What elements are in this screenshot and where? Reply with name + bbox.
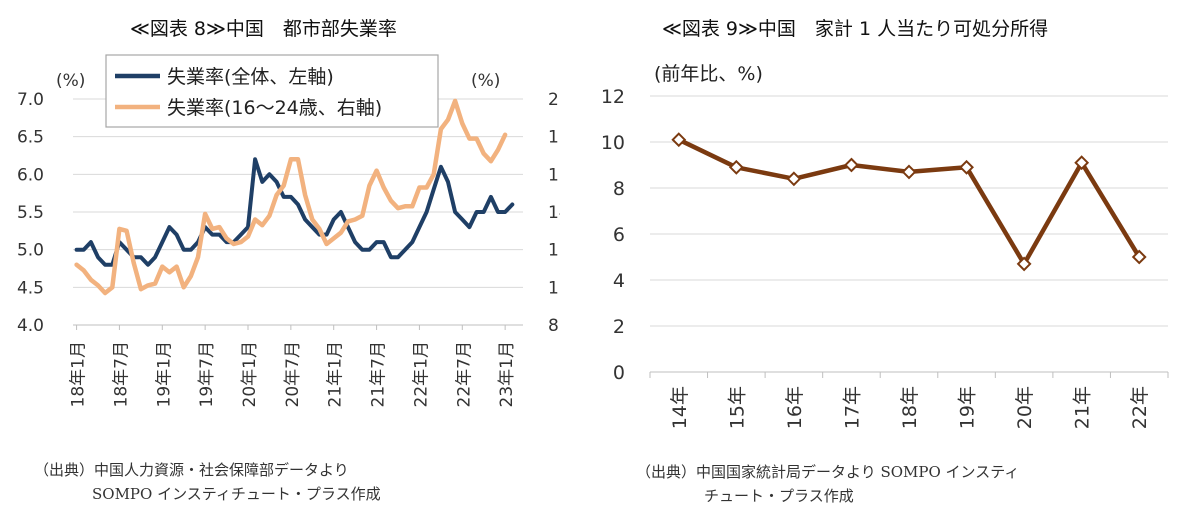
data-point-marker — [728, 159, 744, 175]
left-source-line1: （出典）中国人力資源・社会保障部データより — [34, 461, 349, 479]
unemployment-chart-panel: ≪図表 8≫中国 都市部失業率 7.0 20 6.5 18 6.0 16 5.5 14 5.0 1… — [0, 0, 560, 514]
x-axis-tick-label: 22年7月 — [454, 341, 474, 407]
left-axis-tick-label: 6.0 — [17, 165, 44, 185]
right-axis-unit: (%) — [471, 71, 500, 91]
x-axis-tick-label: 22年 — [1129, 386, 1151, 429]
unemployment-chart: 7.0 20 6.5 18 6.0 16 5.5 14 5.0 12 4.5 10 4.0 8 (%) (%)… — [17, 54, 560, 407]
data-point-marker — [786, 171, 802, 187]
right-axis-tick-label: 16 — [548, 165, 560, 185]
right-source-line2: チュート・プラス作成 — [704, 487, 854, 505]
data-point-marker — [671, 132, 687, 148]
left-axis-tick-label: 4.0 — [17, 316, 44, 336]
y-axis-tick-label: 8 — [613, 178, 625, 200]
x-axis-tick-label: 19年7月 — [197, 341, 217, 407]
data-point-marker — [1074, 155, 1090, 171]
income-chart-panel: ≪図表 9≫中国 家計 1 人当たり可処分所得 12 10 8 6 4 2 0 (前年比、%)… — [600, 0, 1199, 514]
x-axis-tick-label: 18年 — [899, 386, 921, 429]
right-axis-tick-label: 20 — [548, 90, 560, 110]
income-growth-line — [677, 137, 1142, 267]
left-axis-tick-label: 5.5 — [17, 203, 44, 223]
x-axis-tick-label: 23年1月 — [497, 341, 517, 407]
left-source-line2: SOMPO インスティチュート・プラス作成 — [92, 485, 381, 503]
x-axis-tick-label: 16年 — [784, 386, 806, 429]
right-axis-tick-label: 8 — [548, 316, 559, 336]
legend-label: 失業率(16～24歳、右軸) — [167, 97, 382, 119]
right-axis-tick-label: 12 — [548, 241, 560, 261]
x-axis-tick-label: 21年1月 — [326, 341, 346, 407]
left-axis-unit: (%) — [56, 71, 85, 91]
x-axis-tick-label: 20年 — [1014, 386, 1036, 429]
x-axis-tick-label: 21年7月 — [369, 341, 389, 407]
left-axis-tick-label: 4.5 — [17, 278, 44, 298]
x-axis-tick-label: 20年7月 — [283, 341, 303, 407]
y-axis-tick-label: 6 — [613, 224, 625, 246]
right-axis-tick-label: 14 — [548, 203, 560, 223]
x-axis-tick-label: 20年1月 — [240, 341, 260, 407]
y-axis-tick-label: 4 — [613, 270, 625, 292]
right-axis-tick-label: 10 — [548, 278, 560, 298]
legend-label: 失業率(全体、左軸) — [167, 66, 334, 88]
y-axis-tick-label: 10 — [601, 132, 625, 154]
x-axis-tick-label: 18年1月 — [69, 341, 89, 407]
y-axis-unit: (前年比、%) — [654, 63, 763, 85]
data-point-marker — [844, 157, 859, 173]
left-chart-title: ≪図表 8≫中国 都市部失業率 — [130, 18, 397, 40]
data-point-marker — [1131, 249, 1147, 265]
income-chart: 12 10 8 6 4 2 0 (前年比、%) 14年 15年 16年 17年 18年 19年 20年 21年… — [601, 63, 1169, 429]
x-axis-tick-label: 19年1月 — [154, 341, 174, 407]
right-axis-tick-label: 18 — [548, 128, 560, 148]
y-axis-tick-label: 0 — [613, 362, 625, 384]
x-axis-tick-label: 21年 — [1072, 386, 1094, 429]
left-axis-tick-label: 5.0 — [17, 241, 44, 261]
left-axis-tick-label: 6.5 — [17, 128, 44, 148]
data-point-marker — [901, 164, 917, 180]
right-chart-title: ≪図表 9≫中国 家計 1 人当たり可処分所得 — [662, 18, 1049, 40]
legend: 失業率(全体、左軸) 失業率(16～24歳、右軸) — [105, 54, 439, 128]
x-axis-tick-label: 15年 — [726, 386, 748, 429]
data-point-marker — [1016, 256, 1032, 272]
x-axis-tick-label: 14年 — [669, 386, 691, 429]
data-point-marker — [959, 159, 974, 175]
left-axis-tick-label: 7.0 — [17, 90, 44, 110]
y-axis-tick-label: 12 — [601, 86, 625, 108]
x-axis-tick-label: 18年7月 — [111, 341, 131, 407]
right-source-line1: （出典）中国国家統計局データより SOMPO インスティ — [636, 463, 1020, 481]
x-axis-tick-label: 17年 — [841, 386, 863, 429]
legend-box — [105, 54, 439, 128]
y-axis-tick-label: 2 — [613, 316, 625, 338]
x-axis-tick-label: 19年 — [957, 386, 979, 429]
series-line-youth — [74, 98, 508, 296]
x-axis-tick-label: 22年1月 — [411, 341, 431, 407]
series-line-overall — [74, 157, 515, 267]
